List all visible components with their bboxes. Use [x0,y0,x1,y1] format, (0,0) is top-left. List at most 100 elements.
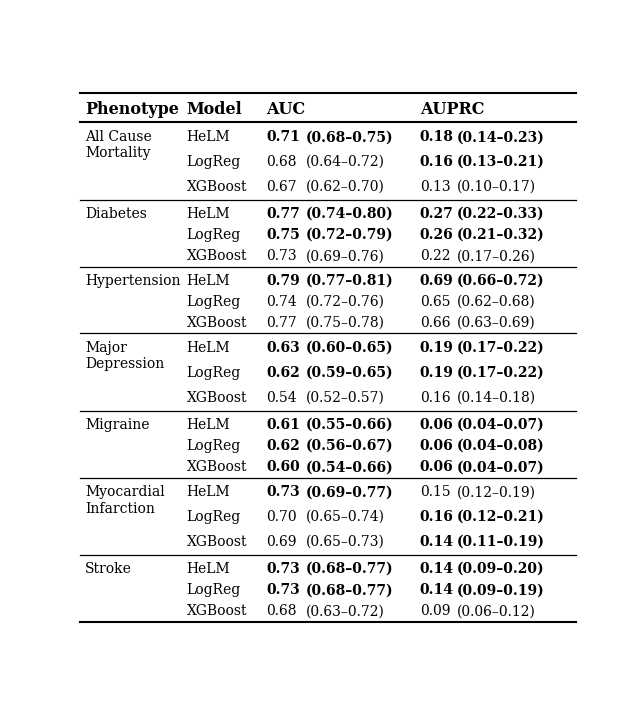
Text: 0.63: 0.63 [266,341,300,355]
Text: HeLM: HeLM [187,341,230,355]
Text: XGBoost: XGBoost [187,249,247,263]
Text: 0.26: 0.26 [420,228,454,242]
Text: 0.77: 0.77 [266,207,300,221]
Text: (0.66–0.72): (0.66–0.72) [457,274,545,288]
Text: 0.54: 0.54 [266,390,296,405]
Text: 0.16: 0.16 [420,155,454,169]
Text: 0.61: 0.61 [266,418,300,432]
Text: (0.22–0.33): (0.22–0.33) [457,207,545,221]
Text: 0.15: 0.15 [420,485,451,500]
Text: 0.75: 0.75 [266,228,300,242]
Text: (0.74–0.80): (0.74–0.80) [306,207,394,221]
Text: XGBoost: XGBoost [187,461,247,474]
Text: 0.06: 0.06 [420,439,454,453]
Text: LogReg: LogReg [187,295,241,309]
Text: Major
Depression: Major Depression [85,341,164,372]
Text: 0.73: 0.73 [266,249,296,263]
Text: (0.21–0.32): (0.21–0.32) [457,228,545,242]
Text: 0.16: 0.16 [420,390,451,405]
Text: LogReg: LogReg [187,366,241,380]
Text: 0.13: 0.13 [420,179,451,194]
Text: 0.69: 0.69 [266,535,296,549]
Text: AUC: AUC [266,101,305,119]
Text: AUPRC: AUPRC [420,101,484,119]
Text: (0.09–0.20): (0.09–0.20) [457,562,545,576]
Text: 0.06: 0.06 [420,461,454,474]
Text: (0.10–0.17): (0.10–0.17) [457,179,536,194]
Text: 0.79: 0.79 [266,274,300,288]
Text: (0.11–0.19): (0.11–0.19) [457,535,545,549]
Text: Hypertension: Hypertension [85,274,180,288]
Text: LogReg: LogReg [187,583,241,597]
Text: (0.09–0.19): (0.09–0.19) [457,583,545,597]
Text: (0.64–0.72): (0.64–0.72) [306,155,385,169]
Text: (0.68–0.77): (0.68–0.77) [306,583,394,597]
Text: 0.14: 0.14 [420,583,454,597]
Text: XGBoost: XGBoost [187,179,247,194]
Text: (0.68–0.75): (0.68–0.75) [306,130,394,144]
Text: 0.22: 0.22 [420,249,451,263]
Text: (0.14–0.23): (0.14–0.23) [457,130,545,144]
Text: 0.16: 0.16 [420,510,454,524]
Text: HeLM: HeLM [187,418,230,432]
Text: 0.09: 0.09 [420,604,451,618]
Text: (0.52–0.57): (0.52–0.57) [306,390,385,405]
Text: 0.19: 0.19 [420,341,454,355]
Text: 0.14: 0.14 [420,535,454,549]
Text: (0.59–0.65): (0.59–0.65) [306,366,394,380]
Text: LogReg: LogReg [187,510,241,524]
Text: HeLM: HeLM [187,274,230,288]
Text: (0.56–0.67): (0.56–0.67) [306,439,394,453]
Text: (0.17–0.22): (0.17–0.22) [457,366,545,380]
Text: (0.04–0.08): (0.04–0.08) [457,439,545,453]
Text: 0.65: 0.65 [420,295,451,309]
Text: 0.62: 0.62 [266,366,300,380]
Text: HeLM: HeLM [187,130,230,144]
Text: (0.69–0.77): (0.69–0.77) [306,485,394,500]
Text: 0.66: 0.66 [420,316,451,330]
Text: XGBoost: XGBoost [187,390,247,405]
Text: XGBoost: XGBoost [187,535,247,549]
Text: (0.12–0.21): (0.12–0.21) [457,510,545,524]
Text: XGBoost: XGBoost [187,604,247,618]
Text: (0.12–0.19): (0.12–0.19) [457,485,536,500]
Text: 0.71: 0.71 [266,130,300,144]
Text: (0.17–0.26): (0.17–0.26) [457,249,536,263]
Text: Myocardial
Infarction: Myocardial Infarction [85,485,164,515]
Text: LogReg: LogReg [187,228,241,242]
Text: (0.68–0.77): (0.68–0.77) [306,562,394,576]
Text: (0.60–0.65): (0.60–0.65) [306,341,394,355]
Text: (0.63–0.72): (0.63–0.72) [306,604,385,618]
Text: 0.06: 0.06 [420,418,454,432]
Text: 0.73: 0.73 [266,485,300,500]
Text: HeLM: HeLM [187,207,230,221]
Text: 0.68: 0.68 [266,604,296,618]
Text: 0.14: 0.14 [420,562,454,576]
Text: (0.69–0.76): (0.69–0.76) [306,249,385,263]
Text: 0.18: 0.18 [420,130,454,144]
Text: 0.70: 0.70 [266,510,296,524]
Text: (0.62–0.68): (0.62–0.68) [457,295,536,309]
Text: (0.65–0.74): (0.65–0.74) [306,510,385,524]
Text: 0.69: 0.69 [420,274,454,288]
Text: LogReg: LogReg [187,439,241,453]
Text: 0.19: 0.19 [420,366,454,380]
Text: (0.14–0.18): (0.14–0.18) [457,390,536,405]
Text: (0.65–0.73): (0.65–0.73) [306,535,385,549]
Text: 0.60: 0.60 [266,461,300,474]
Text: 0.68: 0.68 [266,155,296,169]
Text: (0.63–0.69): (0.63–0.69) [457,316,536,330]
Text: (0.04–0.07): (0.04–0.07) [457,461,545,474]
Text: (0.17–0.22): (0.17–0.22) [457,341,545,355]
Text: 0.74: 0.74 [266,295,297,309]
Text: Migraine: Migraine [85,418,150,432]
Text: (0.75–0.78): (0.75–0.78) [306,316,385,330]
Text: HeLM: HeLM [187,562,230,576]
Text: (0.72–0.79): (0.72–0.79) [306,228,394,242]
Text: HeLM: HeLM [187,485,230,500]
Text: (0.06–0.12): (0.06–0.12) [457,604,536,618]
Text: (0.54–0.66): (0.54–0.66) [306,461,394,474]
Text: Stroke: Stroke [85,562,132,576]
Text: All Cause
Mortality: All Cause Mortality [85,130,152,161]
Text: 0.27: 0.27 [420,207,454,221]
